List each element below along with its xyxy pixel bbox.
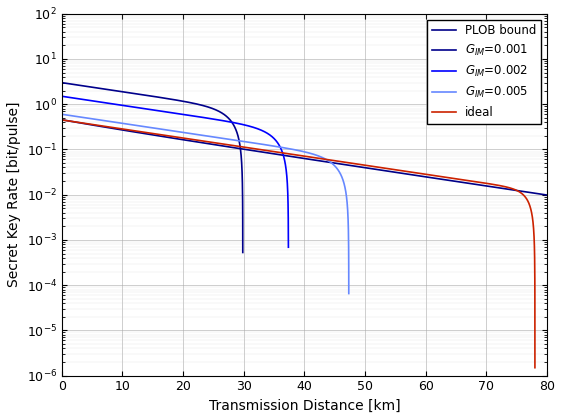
- $G_{IM}$=0.005: [61, 112, 67, 117]
- ideal: [79, 121, 85, 126]
- PLOB bound: [543, 192, 550, 197]
- PLOB bound: [518, 189, 525, 194]
- ideal: [296, 153, 302, 158]
- $G_{IM}$=0.002: [61, 94, 67, 99]
- $G_{IM}$=0.001: [58, 80, 65, 85]
- PLOB bound: [58, 117, 65, 122]
- Legend: PLOB bound, $G_{IM}$=0.001, $G_{IM}$=0.002, $G_{IM}$=0.005, ideal: PLOB bound, $G_{IM}$=0.001, $G_{IM}$=0.0…: [427, 20, 541, 124]
- PLOB bound: [296, 155, 302, 160]
- PLOB bound: [79, 121, 85, 126]
- PLOB bound: [87, 122, 94, 127]
- PLOB bound: [153, 133, 160, 138]
- $G_{IM}$=0.002: [153, 108, 160, 113]
- $G_{IM}$=0.001: [87, 84, 94, 89]
- $G_{IM}$=0.005: [153, 126, 160, 131]
- $G_{IM}$=0.001: [79, 83, 85, 88]
- $G_{IM}$=0.002: [87, 98, 94, 103]
- $G_{IM}$=0.002: [79, 97, 85, 102]
- ideal: [58, 117, 65, 122]
- Line: PLOB bound: PLOB bound: [62, 120, 547, 195]
- $G_{IM}$=0.005: [87, 116, 94, 121]
- ideal: [518, 191, 525, 196]
- ideal: [87, 122, 94, 127]
- PLOB bound: [61, 118, 67, 123]
- $G_{IM}$=0.002: [58, 94, 65, 99]
- $G_{IM}$=0.001: [61, 81, 67, 86]
- X-axis label: Transmission Distance [km]: Transmission Distance [km]: [209, 399, 400, 413]
- $G_{IM}$=0.001: [153, 94, 160, 100]
- $G_{IM}$=0.005: [58, 112, 65, 117]
- Y-axis label: Secret Key Rate [bit/pulse]: Secret Key Rate [bit/pulse]: [7, 102, 21, 287]
- Line: ideal: ideal: [62, 120, 535, 368]
- $G_{IM}$=0.005: [296, 148, 302, 153]
- ideal: [153, 131, 160, 136]
- $G_{IM}$=0.005: [79, 115, 85, 120]
- Line: $G_{IM}$=0.002: $G_{IM}$=0.002: [62, 96, 288, 247]
- ideal: [61, 118, 67, 123]
- Line: $G_{IM}$=0.001: $G_{IM}$=0.001: [62, 83, 243, 252]
- Line: $G_{IM}$=0.005: $G_{IM}$=0.005: [62, 114, 349, 294]
